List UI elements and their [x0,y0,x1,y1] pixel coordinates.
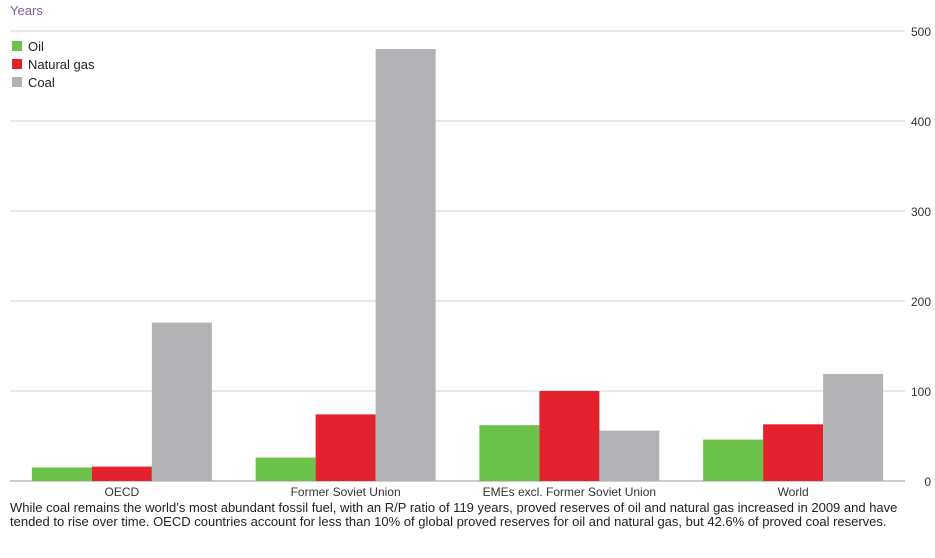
y-tick-label: 500 [911,25,931,39]
bars [31,49,884,481]
x-tick-label: Former Soviet Union [291,485,401,499]
x-tick-labels: OECD Former Soviet Union EMEs excl. Former… [105,485,809,499]
x-tick-label: OECD [105,485,140,499]
legend-label: Oil [28,39,44,54]
legend: Oil Natural gas Coal [12,39,95,90]
bar-oil-2 [479,425,540,481]
bar-natural-gas-3 [763,424,824,481]
legend-swatch-coal [12,77,22,87]
bar-oil-3 [703,439,764,481]
x-tick-label: EMEs excl. Former Soviet Union [483,485,656,499]
legend-label: Coal [28,75,55,90]
y-tick-label: 300 [911,205,931,219]
bar-coal-1 [375,49,436,481]
bar-natural-gas-2 [539,391,600,481]
bar-coal-0 [151,322,212,481]
y-tick-labels: 0 100 200 300 400 500 [911,25,931,489]
bar-oil-1 [255,457,316,481]
bar-coal-3 [823,373,884,481]
y-axis-unit-label: Years [10,3,43,18]
chart-caption: While coal remains the world’s most abun… [10,500,898,529]
bar-natural-gas-0 [91,466,152,481]
legend-label: Natural gas [28,57,95,72]
reserves-chart: Years 0 100 200 300 400 500 OECD Former Soviet… [10,3,931,499]
legend-swatch-oil [12,41,22,51]
y-tick-label: 200 [911,295,931,309]
x-tick-label: World [778,485,809,499]
gridlines [10,30,905,482]
bar-coal-2 [599,430,660,481]
bar-oil-0 [31,467,92,481]
y-tick-label: 400 [911,115,931,129]
y-tick-label: 100 [911,385,931,399]
y-tick-label: 0 [924,475,931,489]
bar-natural-gas-1 [315,414,376,481]
legend-swatch-natural-gas [12,59,22,69]
